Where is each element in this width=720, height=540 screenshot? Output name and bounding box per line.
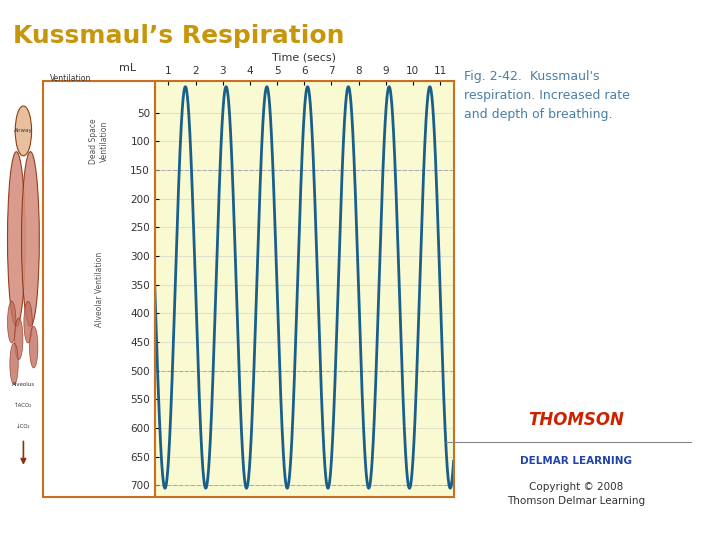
Text: ↓CO₂: ↓CO₂ <box>16 423 31 429</box>
Text: Alveolus: Alveolus <box>12 382 35 387</box>
Text: Hyperpnea: Hyperpnea <box>19 405 28 447</box>
Text: Dead Space
Ventilation: Dead Space Ventilation <box>89 118 109 164</box>
Ellipse shape <box>15 106 32 156</box>
Ellipse shape <box>14 318 23 360</box>
X-axis label: Time (secs): Time (secs) <box>272 52 336 63</box>
Text: Normal Ventilation (V₁): Normal Ventilation (V₁) <box>19 224 28 312</box>
Ellipse shape <box>10 343 18 384</box>
Text: DELMAR LEARNING: DELMAR LEARNING <box>520 456 632 465</box>
Text: Hypoventilation: Hypoventilation <box>19 110 28 171</box>
Y-axis label: mL: mL <box>120 63 137 73</box>
Text: Kussmaul’s Respiration: Kussmaul’s Respiration <box>13 24 344 48</box>
Text: Fig. 2-42.  Kussmaul's
respiration. Increased rate
and depth of breathing.: Fig. 2-42. Kussmaul's respiration. Incre… <box>464 70 630 121</box>
Text: Airway: Airway <box>14 129 33 133</box>
Ellipse shape <box>22 152 40 326</box>
Text: Ventilation: Ventilation <box>50 74 91 83</box>
Ellipse shape <box>30 326 38 368</box>
Text: ↑ACO₂: ↑ACO₂ <box>14 403 32 408</box>
Ellipse shape <box>7 301 16 343</box>
Text: Copyright © 2008
Thomson Delmar Learning: Copyright © 2008 Thomson Delmar Learning <box>507 482 645 506</box>
Text: Alveolar Ventilation: Alveolar Ventilation <box>94 251 104 327</box>
Text: THOMSON: THOMSON <box>528 411 624 429</box>
Ellipse shape <box>24 301 32 343</box>
Ellipse shape <box>7 152 25 326</box>
